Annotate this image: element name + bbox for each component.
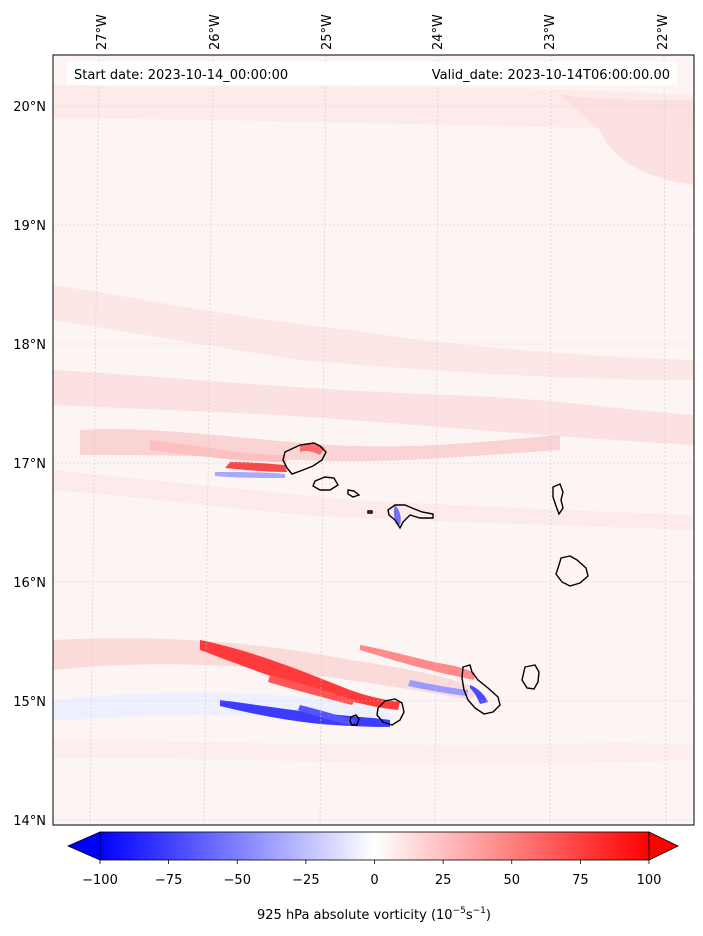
colorbar-extend-max: [648, 831, 679, 861]
colorbar: −100 −75 −50 −25 0 25 50 75 100 925 hPa absolute…: [67, 831, 679, 923]
valid-date-text: Valid_date: 2023-10-14T06:00:00.00: [432, 68, 670, 83]
map-panel: [53, 55, 694, 825]
gridlines: [53, 55, 694, 825]
island-boa-vista: [555, 555, 589, 587]
colorbar-extend-min: [67, 831, 101, 861]
lon-label: 24°W: [431, 14, 446, 50]
colorbar-ticks: [99, 860, 650, 864]
island-coastlines: [282, 442, 589, 726]
lon-label: 23°W: [543, 14, 558, 50]
lon-label: 27°W: [95, 14, 110, 50]
lat-label: 18°N: [13, 338, 46, 353]
island-raso: [367, 510, 373, 514]
lon-label: 22°W: [656, 14, 671, 50]
colorbar-tick-label: 25: [435, 873, 452, 888]
island-sal: [552, 483, 564, 516]
latitude-labels: 20°N 19°N 18°N 17°N 16°N 15°N 14°N: [13, 100, 46, 829]
lat-label: 17°N: [13, 457, 46, 472]
colorbar-tick-label: 50: [503, 873, 520, 888]
lon-label: 26°W: [208, 14, 223, 50]
colorbar-tick-label: −75: [155, 873, 182, 888]
island-santa-luzia: [347, 489, 361, 498]
vorticity-field: [53, 85, 694, 764]
island-sao-vicente: [312, 476, 339, 491]
longitude-labels: 27°W 26°W 25°W 24°W 23°W 22°W: [95, 14, 671, 50]
colorbar-label: 925 hPa absolute vorticity (10−5s−1): [257, 906, 491, 923]
lon-label: 25°W: [320, 14, 335, 50]
island-sao-nicolau: [387, 504, 434, 530]
colorbar-tick-label: 0: [370, 873, 378, 888]
lat-label: 16°N: [13, 576, 46, 591]
island-maio: [521, 664, 540, 690]
island-fogo: [376, 698, 405, 726]
lat-label: 19°N: [13, 219, 46, 234]
colorbar-tick-label: −25: [292, 873, 319, 888]
lat-label: 15°N: [13, 695, 46, 710]
lat-label: 20°N: [13, 100, 46, 115]
island-santo-antao: [282, 442, 327, 475]
colorbar-tick-labels: −100 −75 −50 −25 0 25 50 75 100: [82, 873, 661, 888]
colorbar-tick-label: 75: [572, 873, 589, 888]
header-box: [67, 62, 677, 85]
island-brava: [349, 714, 360, 726]
lat-label: 14°N: [13, 814, 46, 829]
island-santiago: [461, 664, 501, 715]
start-date-text: Start date: 2023-10-14_00:00:00: [74, 68, 288, 83]
colorbar-tick-label: 100: [637, 873, 662, 888]
colorbar-tick-label: −100: [82, 873, 118, 888]
colorbar-tick-label: −50: [224, 873, 251, 888]
map-frame: [52, 54, 695, 826]
colorbar-body: [99, 831, 650, 861]
